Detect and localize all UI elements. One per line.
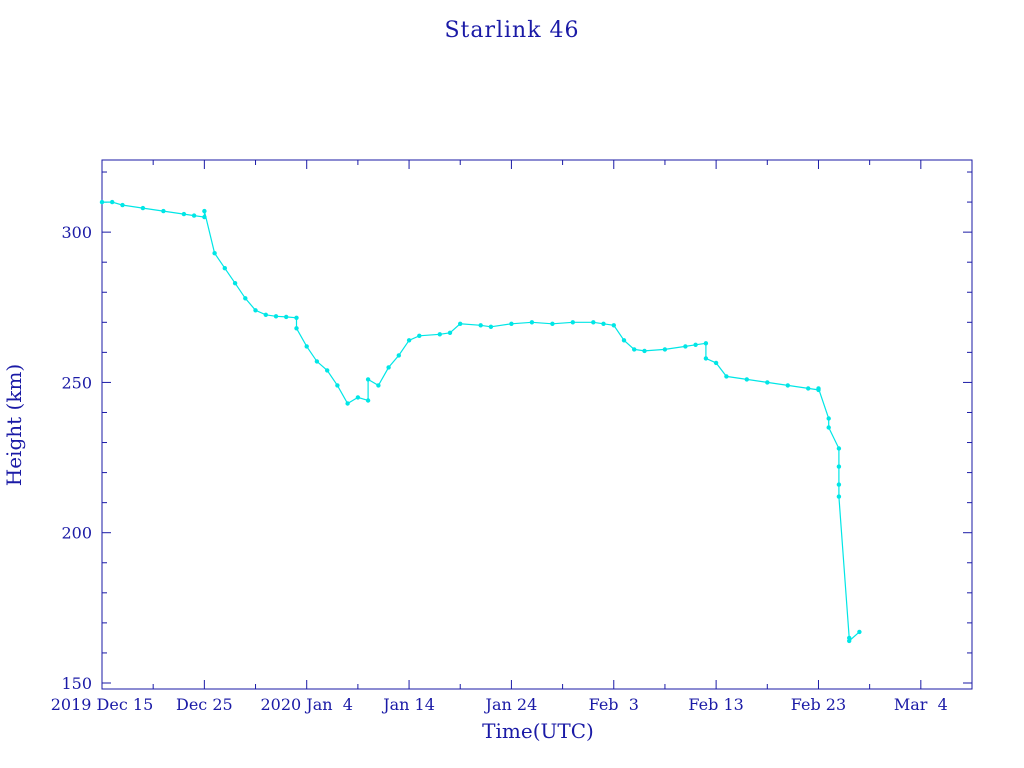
- data-point: [263, 312, 268, 317]
- data-point: [601, 321, 606, 326]
- chart-title: Starlink 46: [444, 18, 579, 43]
- data-point: [365, 398, 371, 403]
- data-point: [202, 214, 207, 220]
- data-point: [365, 377, 371, 382]
- data-point: [345, 401, 350, 406]
- data-point: [816, 386, 821, 391]
- data-point: [191, 213, 197, 218]
- x-tick-label: 2020 Jan 4: [260, 695, 352, 714]
- x-tick-label: 2019 Dec 15: [51, 695, 154, 714]
- data-point: [806, 386, 811, 391]
- data-point: [406, 338, 412, 343]
- data-point: [437, 332, 442, 337]
- x-tick-label: Jan 24: [484, 695, 538, 714]
- data-point: [386, 365, 391, 370]
- x-tick-label: Jan 14: [381, 695, 435, 714]
- data-point: [355, 395, 361, 400]
- plot-frame: [101, 159, 973, 690]
- series-points: [99, 199, 862, 644]
- data-point: [693, 342, 698, 347]
- data-point: [99, 199, 105, 205]
- data-point: [703, 356, 709, 361]
- data-point: [826, 425, 831, 430]
- data-point: [294, 315, 299, 320]
- data-point: [120, 202, 125, 208]
- data-point: [836, 464, 842, 469]
- y-tick-labels: 150 200 250 300: [61, 223, 92, 693]
- data-point: [632, 347, 637, 352]
- data-point: [836, 446, 842, 451]
- x-tick-label: Mar 4: [894, 695, 948, 714]
- data-point: [550, 321, 555, 326]
- data-point: [243, 296, 248, 301]
- data-point: [488, 324, 494, 329]
- y-tick-label: 150: [61, 674, 92, 693]
- data-point: [478, 323, 483, 328]
- y-tick-label: 250: [61, 373, 92, 392]
- data-point: [314, 359, 320, 364]
- data-point: [325, 368, 330, 373]
- data-point: [458, 321, 463, 326]
- data-point: [140, 205, 146, 211]
- data-point: [222, 266, 227, 271]
- data-point: [253, 308, 258, 313]
- data-point: [181, 211, 187, 217]
- x-axis-label: Time(UTC): [482, 719, 594, 743]
- data-point: [202, 208, 207, 214]
- data-point: [232, 281, 238, 286]
- x-tick-label: Feb 13: [688, 695, 743, 714]
- data-point: [713, 360, 719, 366]
- data-point: [847, 638, 852, 644]
- axis-ticks: [101, 160, 972, 689]
- data-point: [744, 377, 749, 382]
- data-point: [703, 341, 709, 346]
- data-point: [529, 320, 535, 325]
- x-tick-label: Dec 25: [176, 695, 233, 714]
- data-point: [611, 323, 616, 328]
- data-point: [570, 320, 575, 325]
- data-point: [396, 353, 401, 358]
- data-point: [447, 330, 453, 335]
- y-tick-label: 300: [61, 223, 92, 242]
- data-point: [161, 208, 166, 214]
- data-point: [683, 344, 688, 349]
- data-point: [724, 374, 729, 379]
- y-axis-label: Height (km): [2, 364, 26, 486]
- data-point: [826, 416, 831, 421]
- data-point: [212, 251, 217, 256]
- x-tick-labels: 2019 Dec 15 Dec 25 2020 Jan 4 Jan 14 Jan 24 F…: [51, 695, 948, 714]
- x-tick-label: Feb 23: [791, 695, 846, 714]
- data-point: [662, 347, 668, 352]
- data-point: [591, 320, 596, 325]
- data-point: [857, 629, 862, 635]
- data-point: [110, 199, 115, 205]
- series-line: [102, 201, 860, 643]
- data-point: [417, 333, 422, 338]
- data-point: [304, 344, 309, 349]
- y-tick-label: 200: [61, 524, 92, 543]
- data-point: [273, 314, 279, 319]
- data-point: [284, 314, 289, 320]
- data-point: [785, 383, 790, 388]
- data-point: [294, 326, 299, 331]
- data-point: [836, 482, 842, 487]
- data-point: [836, 494, 842, 499]
- data-point: [642, 348, 647, 354]
- data-point: [509, 321, 514, 326]
- data-point: [765, 380, 770, 385]
- data-point: [621, 338, 627, 343]
- data-point: [335, 383, 340, 388]
- x-tick-label: Feb 3: [589, 695, 639, 714]
- data-point: [376, 383, 381, 388]
